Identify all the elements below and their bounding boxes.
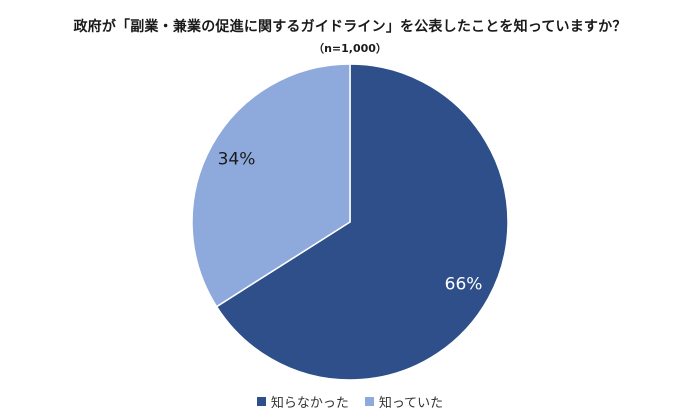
pie-slice-not-known [215, 63, 509, 381]
legend-swatch-known [364, 397, 374, 406]
data-label-known: 34% [218, 150, 256, 170]
legend-swatch-not-known [256, 397, 266, 406]
legend-item-not-known: 知らなかった [256, 392, 349, 411]
legend-item-known: 知っていた [364, 392, 444, 411]
chart-title: 政府が「副業・兼業の促進に関するガイドライン」を公表したことを知っていますか？ [73, 19, 627, 35]
chart-subtitle: （n=1,000） [313, 42, 387, 55]
legend-label-not-known: 知らなかった [270, 396, 349, 411]
legend: 知らなかった 知っていた [0, 392, 700, 411]
pie-slice-known [191, 63, 351, 308]
data-label-not-known: 66% [445, 274, 483, 294]
legend-label-known: 知っていた [378, 396, 444, 411]
